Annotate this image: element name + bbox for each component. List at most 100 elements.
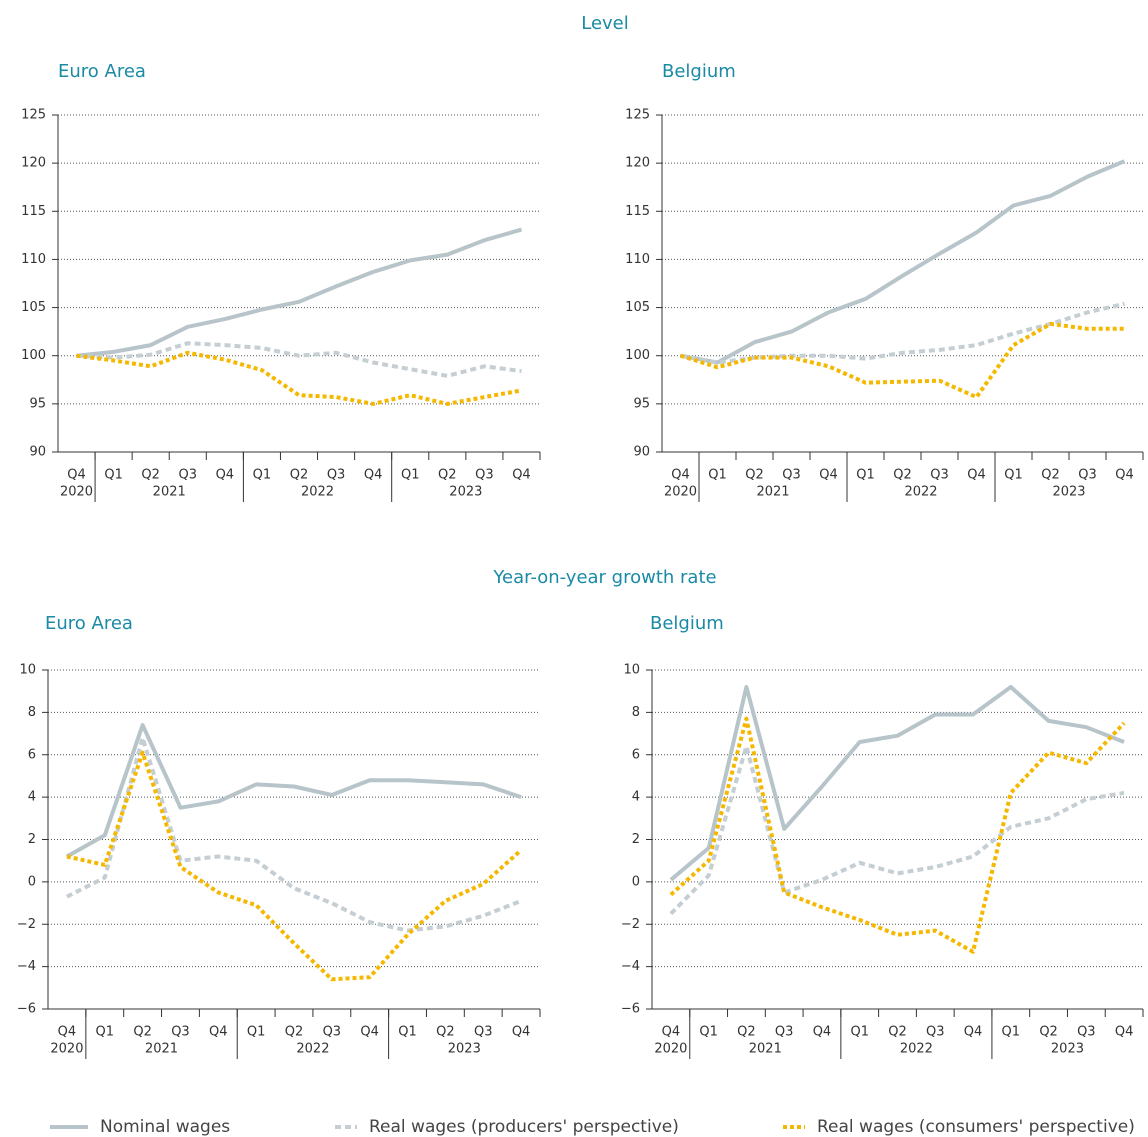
y-tick-label: 2 <box>632 832 640 847</box>
x-tick-label: Q3 <box>323 1025 342 1040</box>
y-tick-label: 2 <box>28 832 36 847</box>
x-tick-label: Q2 <box>285 1025 304 1040</box>
chart-title: Belgium <box>662 61 736 82</box>
x-tick-label: Q1 <box>96 1025 115 1040</box>
x-tick-label: Q1 <box>850 1025 869 1040</box>
series-line <box>66 750 523 982</box>
y-tick-label: 0 <box>632 874 640 889</box>
x-tick-label: Q3 <box>171 1025 190 1040</box>
x-tick-label: Q3 <box>926 1025 945 1040</box>
x-tick-label: Q1 <box>856 468 875 483</box>
y-tick-label: −6 <box>621 1002 640 1017</box>
section-title: Level <box>581 13 629 34</box>
x-tick-label: Q3 <box>775 1025 794 1040</box>
y-tick-label: 0 <box>28 874 36 889</box>
series-line <box>669 716 1126 954</box>
y-tick-label: 125 <box>625 108 650 123</box>
series-line <box>679 321 1125 400</box>
x-group-label: 2020 <box>664 485 697 500</box>
x-group-label: 2021 <box>756 485 789 500</box>
legend-label: Real wages (producers' perspective) <box>369 1117 679 1137</box>
x-group-label: 2020 <box>60 485 93 500</box>
x-tick-label: Q4 <box>67 468 86 483</box>
x-tick-label: Q4 <box>813 1025 832 1040</box>
x-tick-label: Q4 <box>819 468 838 483</box>
x-tick-label: Q1 <box>699 1025 718 1040</box>
x-tick-label: Q2 <box>737 1025 756 1040</box>
x-tick-label: Q4 <box>512 468 531 483</box>
y-tick-label: 95 <box>29 396 46 411</box>
y-tick-label: 8 <box>632 705 640 720</box>
y-tick-label: 110 <box>21 252 46 267</box>
x-tick-label: Q1 <box>253 468 272 483</box>
x-tick-label: Q3 <box>475 468 494 483</box>
x-tick-label: Q1 <box>708 468 727 483</box>
y-tick-label: 110 <box>625 252 650 267</box>
y-tick-label: −2 <box>621 917 640 932</box>
x-tick-label: Q3 <box>179 468 198 483</box>
x-tick-label: Q1 <box>398 1025 417 1040</box>
x-group-label: 2021 <box>145 1042 178 1057</box>
section-title: Year-on-year growth rate <box>492 567 716 588</box>
y-tick-label: 90 <box>29 445 46 460</box>
chart-title: Euro Area <box>45 613 133 634</box>
x-tick-label: Q3 <box>474 1025 493 1040</box>
x-tick-label: Q2 <box>745 468 764 483</box>
y-tick-label: 100 <box>625 348 650 363</box>
y-tick-label: 4 <box>632 790 640 805</box>
y-tick-label: 115 <box>625 204 650 219</box>
x-tick-label: Q4 <box>364 468 383 483</box>
y-tick-label: −4 <box>621 959 640 974</box>
y-tick-label: 115 <box>21 204 46 219</box>
x-tick-label: Q2 <box>1041 468 1060 483</box>
x-tick-label: Q4 <box>1115 1025 1134 1040</box>
x-group-label: 2022 <box>296 1042 329 1057</box>
y-tick-label: 125 <box>21 108 46 123</box>
x-tick-label: Q4 <box>967 468 986 483</box>
x-tick-label: Q4 <box>58 1025 77 1040</box>
x-tick-label: Q2 <box>888 1025 907 1040</box>
series-line <box>76 350 522 406</box>
x-group-label: 2021 <box>153 485 186 500</box>
y-tick-label: −2 <box>17 917 36 932</box>
series-line <box>65 723 522 859</box>
y-tick-label: 6 <box>28 747 36 762</box>
x-tick-label: Q1 <box>1004 468 1023 483</box>
x-tick-label: Q1 <box>1002 1025 1021 1040</box>
x-tick-label: Q4 <box>216 468 235 483</box>
x-group-label: 2020 <box>50 1042 83 1057</box>
x-tick-label: Q3 <box>782 468 801 483</box>
x-group-label: 2023 <box>1051 1042 1084 1057</box>
x-tick-label: Q2 <box>436 1025 455 1040</box>
series-line <box>65 735 522 933</box>
y-tick-label: −4 <box>17 959 36 974</box>
x-tick-label: Q3 <box>327 468 346 483</box>
y-tick-label: 90 <box>633 445 650 460</box>
legend-label: Nominal wages <box>100 1117 230 1137</box>
x-tick-label: Q4 <box>964 1025 983 1040</box>
x-tick-label: Q2 <box>1039 1025 1058 1040</box>
x-tick-label: Q3 <box>930 468 949 483</box>
chart-title: Belgium <box>650 613 724 634</box>
x-tick-label: Q4 <box>209 1025 228 1040</box>
series-line <box>680 301 1125 365</box>
x-group-label: 2023 <box>449 485 482 500</box>
x-tick-label: Q2 <box>141 468 160 483</box>
chart-title: Euro Area <box>58 61 146 82</box>
series-line <box>680 159 1126 365</box>
y-tick-label: 105 <box>21 300 46 315</box>
y-tick-label: 120 <box>625 156 650 171</box>
x-tick-label: Q2 <box>893 468 912 483</box>
x-tick-label: Q1 <box>247 1025 266 1040</box>
legend-label: Real wages (consumers' perspective) <box>817 1117 1135 1137</box>
x-tick-label: Q2 <box>133 1025 152 1040</box>
y-tick-label: 8 <box>28 705 36 720</box>
x-tick-label: Q1 <box>104 468 123 483</box>
y-tick-label: 10 <box>19 663 36 678</box>
x-group-label: 2022 <box>904 485 937 500</box>
y-tick-label: 10 <box>623 663 640 678</box>
x-tick-label: Q4 <box>662 1025 681 1040</box>
x-group-label: 2023 <box>1052 485 1085 500</box>
series-line <box>669 744 1125 916</box>
x-tick-label: Q4 <box>671 468 690 483</box>
